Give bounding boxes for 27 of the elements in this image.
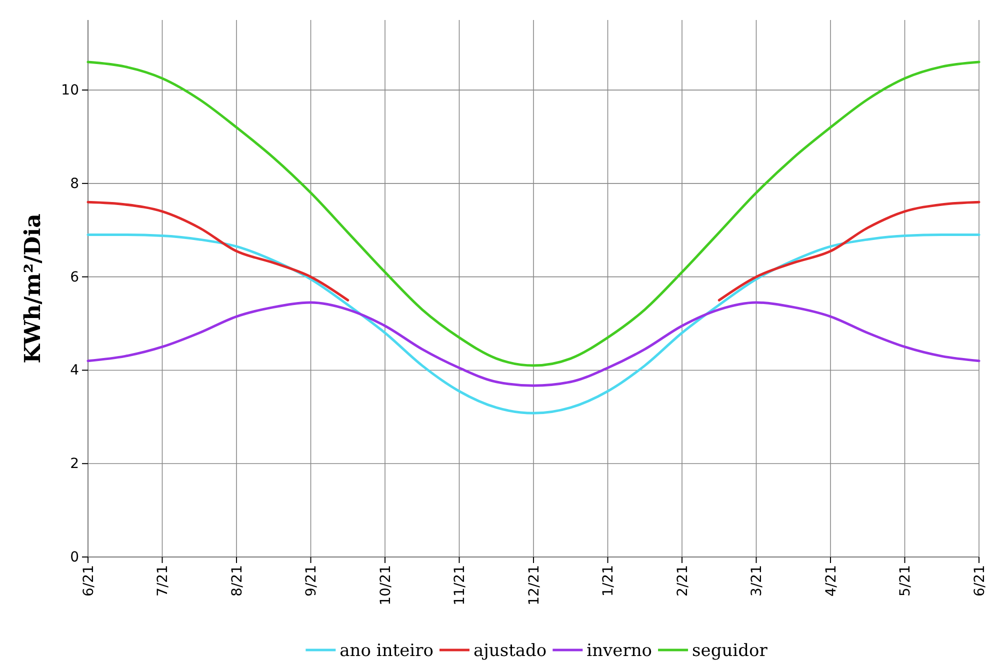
x-tick-label: 6/21 <box>972 565 988 596</box>
x-tick-label: 1/21 <box>600 565 617 596</box>
x-tick-label: 6/21 <box>80 565 97 596</box>
y-tick-label: 2 <box>70 456 79 472</box>
legend-label: ajustado <box>473 640 547 661</box>
x-tick-label: 7/21 <box>155 565 172 596</box>
line-series <box>86 234 980 414</box>
x-tick-label: 12/21 <box>526 565 542 606</box>
y-tick-label: 8 <box>70 176 79 192</box>
x-tick-label: 11/21 <box>452 565 468 606</box>
y-tick-label: 6 <box>70 269 80 286</box>
x-tick-label: 8/21 <box>229 565 246 596</box>
legend-label: ano inteiro <box>340 640 434 661</box>
x-tick-label: 4/21 <box>823 565 840 596</box>
x-tick-label: 2/21 <box>674 565 691 596</box>
legend-label: seguidor <box>692 640 768 661</box>
y-tick-label: 0 <box>70 549 79 566</box>
line-series <box>86 60 980 367</box>
line-series <box>86 301 980 387</box>
x-tick-label: 5/21 <box>898 565 914 596</box>
x-tick-label: 3/21 <box>749 565 766 596</box>
x-tick-label: 10/21 <box>378 565 394 606</box>
y-tick-label: 10 <box>61 82 79 99</box>
y-axis-title: KWh/m²/Dia <box>20 214 46 364</box>
y-tick-label: 4 <box>70 362 80 379</box>
legend-label: inverno <box>586 640 652 661</box>
x-tick-label: 9/21 <box>304 565 320 596</box>
